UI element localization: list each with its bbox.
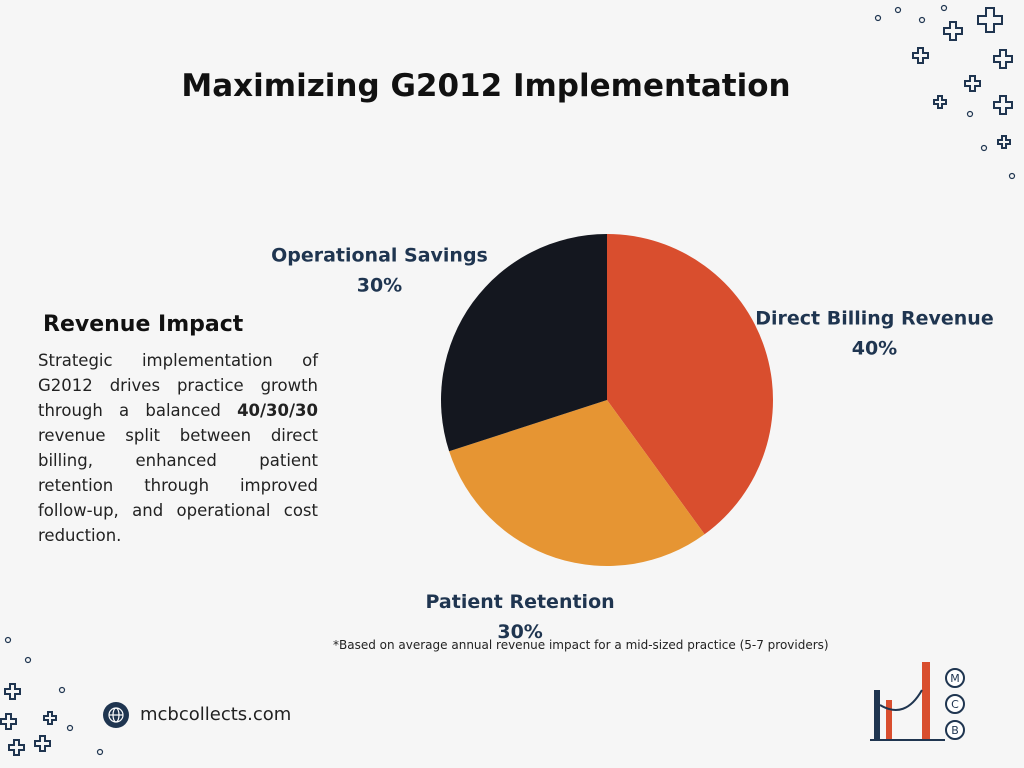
cross-icons (0, 7, 1013, 756)
slice-value-label: 40% (852, 337, 897, 359)
pie-slice (449, 400, 705, 566)
logo: M C B (870, 662, 965, 741)
text: revenue split between direct billing, en… (38, 426, 318, 545)
pie-slice (440, 234, 607, 452)
pie-slice (607, 234, 773, 535)
title: Maximizing G2012 Implementation (181, 68, 791, 104)
slice-label: Operational Savings (271, 245, 488, 267)
logo-letter: C (951, 698, 959, 711)
sidebar-text: Strategic implementation of G2012 drives… (38, 348, 318, 548)
slice-label: Direct Billing Revenue (755, 307, 994, 329)
slice-label: Patient Retention (426, 591, 615, 613)
website: mcbcollects.com (140, 704, 292, 725)
pie-chart: Direct Billing Revenue 40% Patient Retenti… (271, 234, 994, 640)
bold-text: 40/30/30 (237, 401, 318, 420)
dots (4, 4, 1016, 756)
slice-value-label: 30% (357, 275, 402, 297)
slice-value-label: 30% (497, 621, 542, 640)
footnote: *Based on average annual revenue impact … (333, 638, 829, 652)
sidebar-heading: Revenue Impact (43, 312, 244, 337)
logo-letter: M (950, 672, 960, 685)
logo-letter: B (951, 724, 959, 737)
globe-lines (108, 707, 124, 723)
text: Strategic implementation of G2012 drives… (38, 351, 318, 420)
